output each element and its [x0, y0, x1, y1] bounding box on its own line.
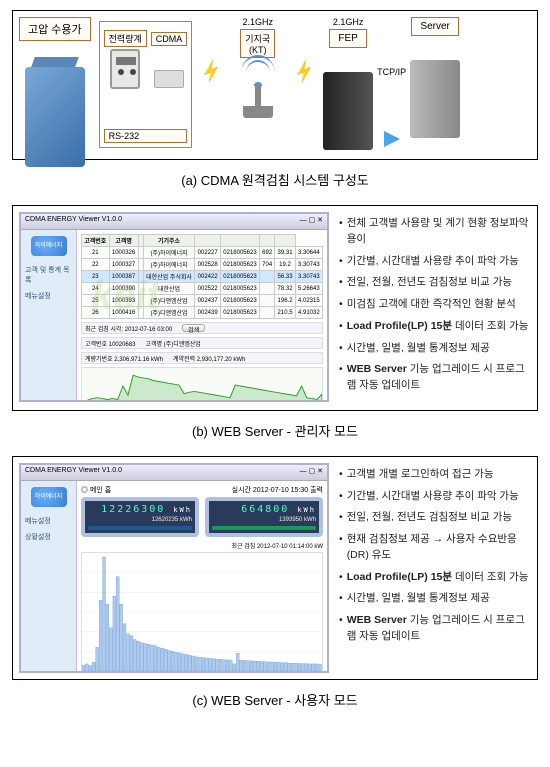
- panel-header: ◎ 메인 홈: [81, 485, 111, 495]
- caption-c: (c) WEB Server - 사용자 모드: [0, 690, 550, 709]
- bullets-b: •전체 고객별 사용량 및 계기 현황 정보파악 용이 •기간별, 시간대별 사용…: [337, 212, 531, 404]
- bullet-item: •미검침 고객에 대한 즉각적인 현황 분석: [339, 297, 529, 313]
- titlebar-text: CDMA ENERGY Viewer V1.0.0: [25, 216, 122, 227]
- sub-date: 최근 검침 2012-07-10 01:14:00 kW: [81, 541, 323, 550]
- detail-bar-2: 계량기번호 2,306,971.16 kWh 계약전력 2,930,177.20…: [81, 352, 323, 364]
- titlebar-b: CDMA ENERGY Viewer V1.0.0 — ▢ ✕: [21, 214, 327, 230]
- menu-item[interactable]: 메뉴설정: [21, 288, 76, 304]
- titlebar-text: CDMA ENERGY Viewer V1.0.0: [25, 467, 122, 478]
- logo: 하이에너지: [31, 236, 67, 256]
- bullet-item: •시간별, 일별, 월별 통계정보 제공: [339, 341, 529, 357]
- antenna-icon: [231, 60, 285, 118]
- window-controls[interactable]: — ▢ ✕: [300, 467, 323, 478]
- label-cdma: CDMA: [151, 32, 188, 46]
- usage-chart: [81, 367, 323, 402]
- modem-icon: [154, 70, 184, 88]
- bullets-c: •고객별 개별 로그인하여 접근 가능 •기간별, 시간대별 사용량 추이 파악 …: [337, 463, 531, 673]
- app-window-user: CDMA ENERGY Viewer V1.0.0 — ▢ ✕ 하이에너지 메뉴…: [19, 463, 329, 673]
- info-bar: 최근 검침 시각: 2012-07-16 03:00 검색: [81, 322, 323, 334]
- fep-server-icon: [323, 72, 373, 150]
- titlebar-c: CDMA ENERGY Viewer V1.0.0 — ▢ ✕: [21, 465, 327, 481]
- last-read: 최근 검침 시각: 2012-07-16 03:00: [85, 324, 172, 332]
- main-b: 고객번호고객명기기주소211000326(주)하이에너지002227021800…: [77, 230, 327, 402]
- main-c: ◎ 메인 홈 실시간 2012-07-10 15:30 출력 12226300 …: [77, 481, 327, 673]
- label-server: Server: [411, 17, 458, 36]
- bullet-item: •고객별 개별 로그인하여 접근 가능: [339, 467, 529, 483]
- label-tcpip: TCP/IP: [377, 67, 406, 77]
- panel-date: 실시간 2012-07-10 15:30 출력: [232, 485, 323, 495]
- caption-a: (a) CDMA 원격검침 시스템 구성도: [0, 170, 550, 189]
- panel-a-diagram: 고압 수용가 전력량계 CDMA RS-232 ⚡ 2.1GHz 기지국 (KT…: [12, 10, 538, 160]
- sidebar-c: 하이에너지 메뉴설정 상황설정: [21, 481, 77, 673]
- bullet-item: •전일, 전월, 전년도 검침정보 비교 가능: [339, 275, 529, 291]
- digit-box: 664800 kWh1393950 kWh: [205, 497, 323, 537]
- label-freq-2: 2.1GHz: [333, 17, 364, 27]
- signal-icon: ⚡: [197, 58, 225, 85]
- building-icon: [25, 67, 85, 167]
- bullet-item: •기간별, 시간대별 사용량 추이 파악 가능: [339, 489, 529, 505]
- label-rs232: RS-232: [104, 129, 188, 143]
- bullet-item: •현재 검침정보 제공 → 사용자 수요반응(DR) 유도: [339, 532, 529, 564]
- menu-item[interactable]: 고객 및 통계 목록: [21, 262, 76, 288]
- menu-item[interactable]: 메뉴설정: [21, 513, 76, 529]
- detail-bar: 고객번호 10020683 고객명 (주)디앤엠산업: [81, 337, 323, 349]
- meter-icon: [110, 49, 140, 89]
- bar-chart: [81, 552, 323, 672]
- bullet-item: •Load Profile(LP) 15분 데이터 조회 가능: [339, 570, 529, 586]
- bullet-item: •기간별, 시간대별 사용량 추이 파악 가능: [339, 254, 529, 270]
- bullet-item: •WEB Server 기능 업그레이드 시 프로그램 자동 업데이트: [339, 362, 529, 394]
- panel-b: keit CDMA ENERGY Viewer V1.0.0 — ▢ ✕ 하이에…: [12, 205, 538, 411]
- meter-group: 전력량계 CDMA RS-232: [99, 21, 193, 148]
- digit-panels: 12226300 kWh12620235 kWh664800 kWh139395…: [81, 497, 323, 537]
- bullet-item: •WEB Server 기능 업그레이드 시 프로그램 자동 업데이트: [339, 613, 529, 645]
- signal-icon-2: ⚡: [290, 58, 318, 85]
- digit-box: 12226300 kWh12620235 kWh: [81, 497, 199, 537]
- label-fep: FEP: [329, 29, 366, 48]
- window-controls[interactable]: — ▢ ✕: [300, 216, 323, 227]
- bullet-item: •Load Profile(LP) 15분 데이터 조회 가능: [339, 319, 529, 335]
- label-basestation: 기지국 (KT): [240, 29, 275, 58]
- data-table: 고객번호고객명기기주소211000326(주)하이에너지002227021800…: [81, 234, 323, 319]
- label-freq-1: 2.1GHz: [242, 17, 273, 27]
- bullet-item: •시간별, 일별, 월별 통계정보 제공: [339, 591, 529, 607]
- server-rack-icon: [410, 60, 460, 138]
- label-meter: 전력량계: [104, 30, 147, 47]
- arrow-icon: [384, 131, 400, 147]
- sidebar-b: 하이에너지 고객 및 통계 목록 메뉴설정: [21, 230, 77, 402]
- search-button[interactable]: 검색: [182, 324, 205, 332]
- bullet-item: •전일, 전월, 전년도 검침정보 비교 가능: [339, 510, 529, 526]
- logo: 하이에너지: [31, 487, 67, 507]
- bullet-item: •전체 고객별 사용량 및 계기 현황 정보파악 용이: [339, 216, 529, 248]
- menu-item[interactable]: 상황설정: [21, 529, 76, 545]
- panel-c: CDMA ENERGY Viewer V1.0.0 — ▢ ✕ 하이에너지 메뉴…: [12, 456, 538, 680]
- caption-b: (b) WEB Server - 관리자 모드: [0, 421, 550, 440]
- app-window-admin: keit CDMA ENERGY Viewer V1.0.0 — ▢ ✕ 하이에…: [19, 212, 329, 402]
- label-customer: 고압 수용가: [19, 17, 91, 41]
